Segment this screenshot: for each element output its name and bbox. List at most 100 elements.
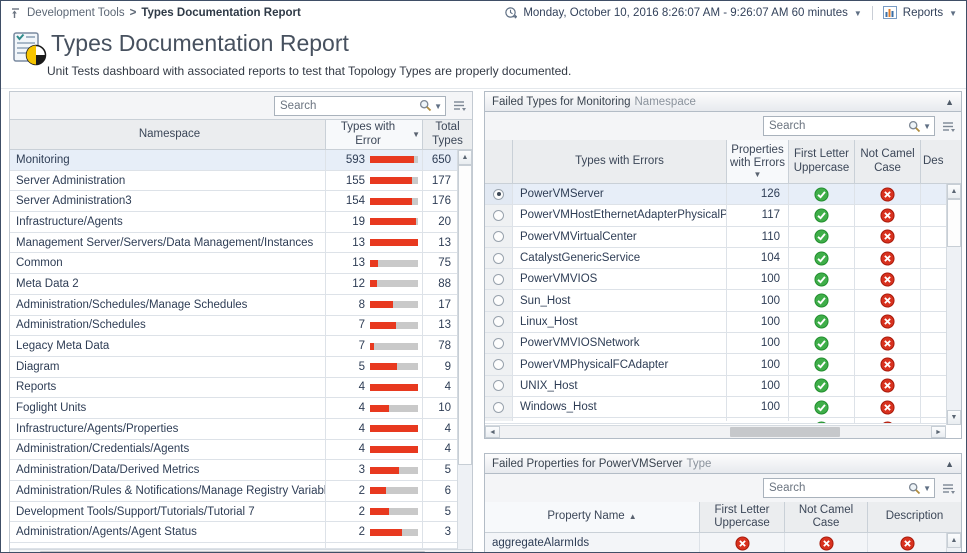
failed-type-row[interactable]: PowerVMVIOS 100 [485,269,946,291]
types-with-error-value: 155 [345,174,365,187]
failed-types-search-input[interactable] [769,120,909,132]
namespace-row[interactable]: Infrastructure/Agents 19 20 [10,212,459,233]
description-cell [921,290,946,310]
not-camel-case-cell [785,533,868,552]
first-letter-uppercase-cell [789,311,855,333]
row-radio-button[interactable] [493,401,504,413]
scrollbar-thumb[interactable] [947,199,961,247]
search-options-icon[interactable]: ▼ [923,484,931,493]
namespace-row[interactable]: Monitoring 593 650 [10,150,459,171]
namespace-search-input[interactable] [280,99,420,112]
namespace-row[interactable]: Management Server/Servers/Data Managemen… [10,232,459,254]
namespace-row[interactable]: Legacy Meta Data 7 78 [10,336,459,357]
collapse-panel-icon[interactable]: ▲ [945,96,954,107]
namespace-row[interactable]: Development Tools/Support/Tutorials/Tuto… [10,501,459,523]
scrollbar-thumb[interactable] [458,165,472,465]
row-radio-button[interactable] [493,380,504,392]
top-bar: Development Tools > Types Documentation … [1,1,966,24]
column-header-property-name[interactable]: Property Name ▲ [485,502,700,532]
row-radio-button[interactable] [493,337,504,349]
column-header-total-types[interactable]: Total Types [432,121,463,147]
namespace-row[interactable]: Meta Data 2 12 88 [10,274,459,295]
row-radio-button[interactable] [493,252,504,264]
namespace-row[interactable]: Administration/Credentials/Agents 4 4 [10,439,459,461]
table-customizer-icon[interactable] [941,119,956,133]
failed-properties-search-input[interactable] [769,482,909,494]
namespace-row[interactable]: Common 13 75 [10,253,459,275]
row-radio-button[interactable] [493,231,504,243]
namespace-cell: Administration/Schedules/Manage Schedule… [10,294,326,315]
scroll-left-icon[interactable]: ◄ [485,426,500,438]
search-icon[interactable] [908,120,921,133]
row-radio-button[interactable] [493,316,504,328]
failed-types-vertical-scrollbar[interactable]: ▲ ▼ [946,184,961,425]
column-header-not-camel-case[interactable]: Not Camel Case [855,140,921,183]
row-radio-button[interactable] [493,273,504,285]
failed-type-row[interactable]: PowerVMVIOSNetwork 100 [485,333,946,355]
namespace-vertical-scrollbar[interactable]: ▲ [457,150,472,549]
column-header-properties-with-errors[interactable]: Properties with Errors ▼ [727,140,789,183]
namespace-row[interactable]: Administration/Rules & Notifications/Man… [10,481,459,502]
time-range-dropdown-icon[interactable]: ▼ [853,8,862,18]
namespace-row[interactable]: Diagram 5 9 [10,356,459,378]
table-customizer-icon[interactable] [941,481,956,495]
namespace-row[interactable]: Server Administration 155 177 [10,170,459,192]
failed-type-row[interactable]: PowerVMVirtualCenter 110 [485,226,946,248]
namespace-row[interactable]: Administration/Schedules/Manage Schedule… [10,294,459,316]
level-up-icon[interactable] [10,7,22,19]
types-with-error-value: 12 [352,277,365,290]
column-header-not-camel-case[interactable]: Not Camel Case [785,502,868,532]
failed-type-row[interactable]: UNIX_Host 100 [485,375,946,397]
failed-type-row[interactable]: Linux_Host 100 [485,311,946,334]
column-header-types-with-error[interactable]: Types with Error ▼ [326,120,423,149]
namespace-horizontal-scrollbar[interactable] [10,549,472,552]
search-options-icon[interactable]: ▼ [923,122,931,131]
row-radio-button[interactable] [493,295,504,307]
scrollbar-thumb[interactable] [730,427,840,437]
column-header-first-letter-uppercase[interactable]: First Letter Uppercase [789,140,855,183]
failed-property-row[interactable]: aggregateAlarmIds [485,533,946,552]
namespace-cell: Development Tools/Support/Tutorials/Tuto… [10,501,326,522]
namespace-row[interactable]: Administration/Schedules 7 13 [10,315,459,337]
row-radio-button[interactable] [493,359,504,371]
scroll-down-icon[interactable]: ▼ [947,410,961,425]
column-header-types-with-errors[interactable]: Types with Errors [513,140,727,183]
search-icon[interactable] [908,482,921,495]
column-header-description[interactable]: Des [923,154,944,167]
namespace-row[interactable]: Foglight Units 4 10 [10,398,459,419]
failed-types-horizontal-scrollbar[interactable]: ◄ ► [485,425,946,438]
namespace-row[interactable]: Server Administration3 154 176 [10,191,459,213]
reports-dropdown-icon[interactable]: ▼ [949,8,957,18]
search-options-icon[interactable]: ▼ [434,101,442,111]
time-range-label[interactable]: Monday, October 10, 2016 8:26:07 AM - 9:… [523,6,848,19]
column-header-description[interactable]: Description [885,510,944,523]
failed-type-row[interactable]: CatalystGenericService 104 [485,247,946,270]
reports-menu-label[interactable]: Reports [902,6,944,19]
failed-type-row[interactable]: Windows_Host 100 [485,396,946,419]
namespace-row[interactable]: Reports 4 4 [10,377,459,399]
scroll-up-icon[interactable]: ▲ [458,150,472,165]
column-header-namespace[interactable]: Namespace [10,120,326,149]
scroll-up-icon[interactable]: ▲ [947,533,961,548]
row-radio-button[interactable] [493,209,504,221]
failed-type-row[interactable]: PowerVMPhysicalFCAdapter 100 [485,354,946,376]
type-name-cell: PowerVMVIOS [513,269,727,290]
failed-type-row[interactable]: PowerVMServer 126 [485,184,946,206]
scroll-right-icon[interactable]: ► [931,426,946,438]
row-radio-button[interactable] [493,188,504,200]
search-icon[interactable] [419,99,432,112]
namespace-row[interactable]: Administration/Agents/Agent Status 2 3 [10,522,459,544]
namespace-cell: Server Administration [10,170,326,191]
namespace-row[interactable]: Administration/Data/Derived Metrics 3 5 [10,460,459,481]
failed-type-row[interactable]: Sun_Host 100 [485,290,946,312]
column-header-first-letter-uppercase[interactable]: First Letter Uppercase [700,502,785,532]
scrollbar-thumb[interactable] [40,551,425,552]
select-cell [485,354,513,375]
namespace-row[interactable]: Infrastructure/Agents/Properties 4 4 [10,418,459,440]
breadcrumb-parent-link[interactable]: Development Tools [27,6,125,19]
failed-type-row[interactable]: PowerVMHostEthernetAdapterPhysicalPort 11… [485,205,946,227]
collapse-panel-icon[interactable]: ▲ [945,458,954,469]
table-customizer-icon[interactable] [452,99,467,113]
scroll-up-icon[interactable]: ▲ [947,184,961,199]
failed-properties-vertical-scrollbar[interactable]: ▲ [946,533,961,552]
